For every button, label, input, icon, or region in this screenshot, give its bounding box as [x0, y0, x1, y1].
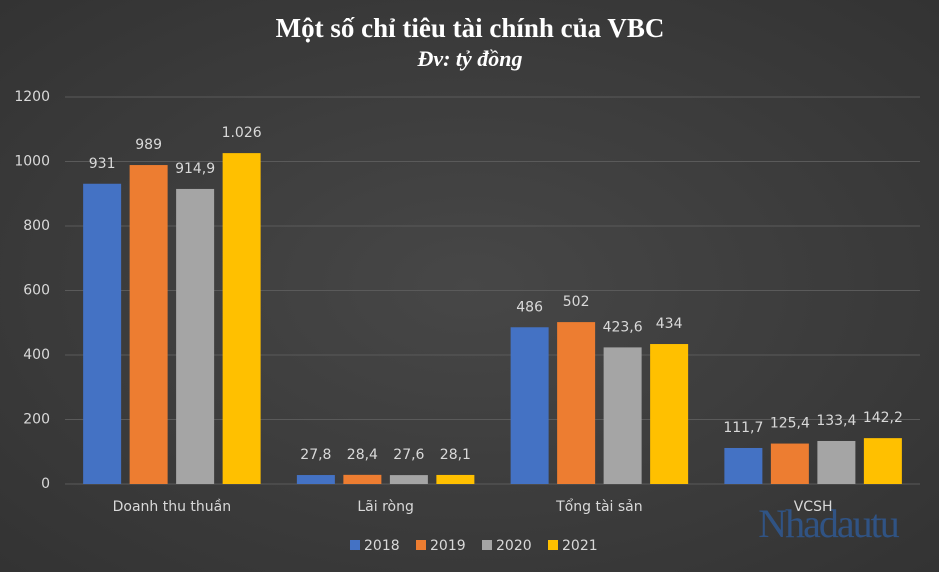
bar [436, 474, 475, 484]
bar [817, 440, 856, 484]
bar [83, 183, 122, 484]
value-label: 989 [135, 137, 162, 153]
legend-swatch [548, 540, 558, 550]
y-tick-label: 800 [23, 218, 50, 234]
value-label: 111,7 [723, 420, 763, 436]
y-tick-label: 1200 [14, 89, 50, 105]
value-label: 434 [656, 316, 683, 332]
value-label: 28,1 [440, 447, 471, 463]
value-label: 125,4 [770, 416, 810, 432]
y-tick-label: 1000 [14, 154, 50, 170]
bar [770, 443, 809, 484]
y-tick-label: 600 [23, 283, 50, 299]
bar [557, 322, 596, 484]
bar [129, 165, 168, 485]
x-tick-label: Lãi ròng [357, 499, 414, 515]
bar [296, 475, 335, 484]
x-tick-label: Tổng tài sản [555, 498, 642, 515]
bar [510, 327, 549, 484]
y-tick-label: 200 [23, 412, 50, 428]
bar [650, 344, 689, 484]
value-label: 27,8 [300, 447, 331, 463]
bar [343, 474, 382, 484]
bar [724, 447, 763, 484]
legend-swatch [350, 540, 360, 550]
value-label: 486 [516, 299, 543, 315]
legend-swatch [416, 540, 426, 550]
chart-title: Một số chỉ tiêu tài chính của VBC [276, 13, 665, 43]
value-label: 502 [563, 294, 590, 310]
bar [863, 438, 902, 484]
watermark: Nhadautu [758, 501, 900, 546]
legend-label: 2020 [496, 538, 532, 554]
bar [176, 188, 215, 484]
x-tick-label: Doanh thu thuần [113, 499, 232, 515]
legend-label: 2018 [364, 538, 400, 554]
y-tick-label: 0 [41, 476, 50, 492]
legend-swatch [482, 540, 492, 550]
legend-label: 2019 [430, 538, 466, 554]
value-label: 27,6 [393, 447, 424, 463]
value-label: 1.026 [222, 125, 262, 141]
value-label: 423,6 [603, 319, 643, 335]
value-label: 914,9 [175, 161, 215, 177]
bar [389, 475, 428, 484]
value-label: 142,2 [863, 410, 903, 426]
x-tick-label: VCSH [794, 499, 833, 515]
bar [603, 347, 642, 484]
y-tick-label: 400 [23, 347, 50, 363]
value-label: 28,4 [347, 447, 378, 463]
value-label: 931 [89, 156, 116, 172]
legend-label: 2021 [562, 538, 598, 554]
chart-subtitle: Đv: tỷ đồng [416, 46, 522, 71]
value-label: 133,4 [816, 413, 856, 429]
bar [222, 153, 261, 485]
